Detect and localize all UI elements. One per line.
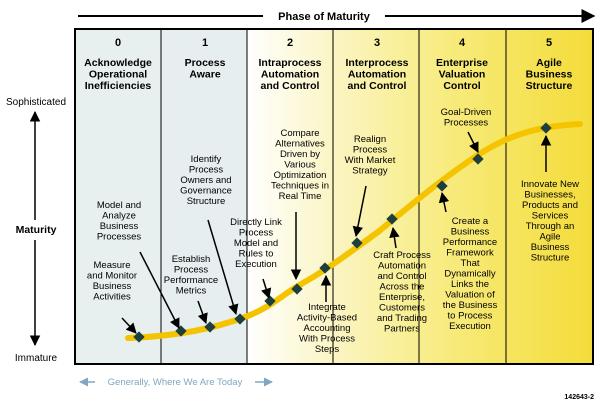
curve-marker bbox=[319, 262, 331, 274]
stage-4-title: Enterprise Valuation Control bbox=[436, 57, 488, 92]
arrow-realign bbox=[352, 185, 367, 238]
stage-0-title: Acknowledge Operational Inefficiencies bbox=[84, 57, 152, 92]
stage-4-column bbox=[419, 29, 506, 364]
stage-2-number: 2 bbox=[287, 37, 293, 49]
annotation-measure: Measure and Monitor Business Activities bbox=[87, 260, 137, 303]
stage-0-column bbox=[75, 29, 161, 364]
stage-2-title: Intraprocess Automation and Control bbox=[258, 57, 321, 92]
arrow-identify bbox=[207, 219, 239, 316]
arrow-measure bbox=[121, 317, 137, 334]
arrow-goal bbox=[467, 131, 479, 153]
curve-marker bbox=[436, 180, 448, 192]
arrow-model bbox=[139, 251, 180, 329]
annotation-model: Model and Analyze Business Processes bbox=[97, 200, 142, 243]
stage-1-number: 1 bbox=[202, 37, 208, 49]
curve-markers bbox=[133, 122, 552, 343]
curve-marker bbox=[291, 283, 303, 295]
y-axis-top-label: Sophisticated bbox=[6, 97, 66, 108]
phase-header: Phase of Maturity bbox=[78, 9, 596, 23]
today-note: Generally, Where We Are Today bbox=[108, 377, 243, 388]
arrow-establish bbox=[197, 300, 208, 324]
figure-code: 142643-2 bbox=[564, 394, 594, 401]
annotation-goal: Goal-Driven Processes bbox=[441, 107, 492, 129]
y-axis-bottom-label: Immature bbox=[15, 353, 58, 364]
maturity-curve bbox=[125, 121, 583, 341]
annotation-create: Create a Business Performance Framework That… bbox=[443, 216, 498, 332]
arrow-create bbox=[438, 191, 450, 213]
stage-headings: 0 Acknowledge Operational Inefficiencies 1 Pr… bbox=[84, 37, 572, 92]
annotation-craft: Craft Process Automation and Control Across… bbox=[373, 250, 431, 335]
stage-4-number: 4 bbox=[459, 37, 466, 49]
annotation-identify: Identify Process Owners and Governance Struc… bbox=[180, 154, 232, 207]
stage-0-number: 0 bbox=[115, 37, 121, 49]
y-axis: Sophisticated Maturity Immature bbox=[6, 97, 66, 364]
annotation-arrows bbox=[121, 131, 552, 334]
stage-3-column bbox=[333, 29, 419, 364]
stage-5-number: 5 bbox=[546, 37, 552, 49]
curve-marker bbox=[351, 237, 363, 249]
annotations: Measure and Monitor Business Activities Mode… bbox=[87, 107, 579, 355]
stage-5-column bbox=[506, 29, 593, 364]
annotation-innovate: Innovate New Businesses, Products and Servi… bbox=[521, 179, 579, 264]
today-indicator: Generally, Where We Are Today bbox=[79, 377, 273, 388]
phase-of-maturity-title: Phase of Maturity bbox=[278, 11, 371, 23]
curve-marker bbox=[386, 213, 398, 225]
annotation-integrate: Integrate Activity-Based Accounting With Pr… bbox=[297, 302, 357, 355]
stage-1-title: Process Aware bbox=[185, 57, 226, 81]
arrow-directly bbox=[261, 278, 272, 300]
curve-marker bbox=[133, 331, 145, 343]
stage-3-number: 3 bbox=[374, 37, 380, 49]
curve-marker bbox=[204, 321, 216, 333]
annotation-realign: Realign Process With Market Strategy bbox=[345, 134, 396, 177]
curve-marker bbox=[234, 313, 246, 325]
stage-3-title: Interprocess Automation and Control bbox=[345, 57, 408, 92]
y-axis-label: Maturity bbox=[16, 224, 57, 236]
stage-columns bbox=[74, 28, 594, 365]
diagram-frame bbox=[74, 28, 594, 365]
annotation-compare: Compare Alternatives Driven by Various Optim… bbox=[271, 128, 329, 202]
arrow-craft bbox=[389, 226, 400, 249]
annotation-establish: Establish Process Performance Metrics bbox=[164, 254, 218, 297]
stage-5-title: Agile Business Structure bbox=[526, 57, 573, 92]
curve-marker bbox=[472, 153, 484, 165]
annotation-directly: Directly Link Process Model and Rules to Exe… bbox=[230, 217, 282, 270]
